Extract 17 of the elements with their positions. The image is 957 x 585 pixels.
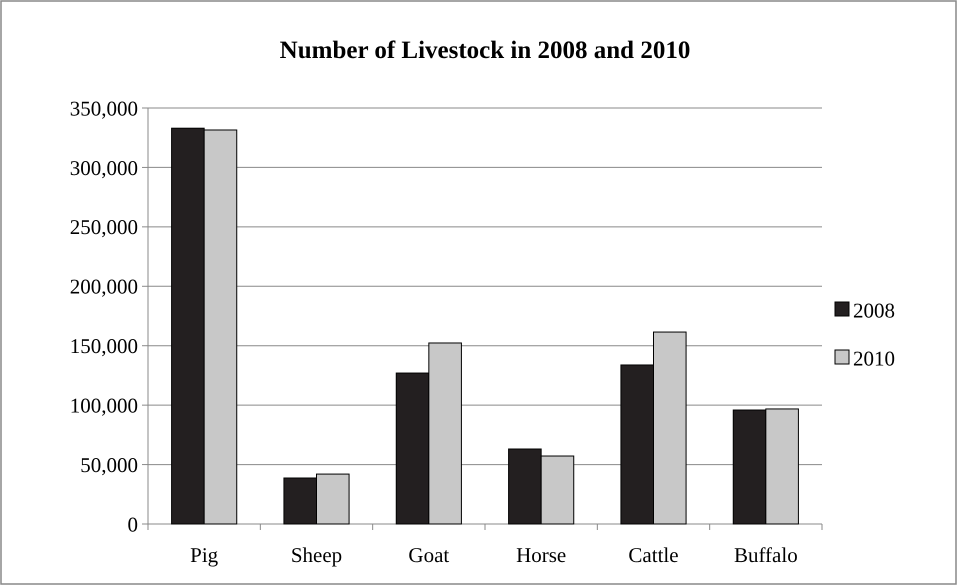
y-tick-label: 50,000	[80, 452, 138, 477]
x-tick-label: Pig	[190, 543, 219, 567]
legend-label: 2008	[853, 298, 895, 322]
y-tick-label: 150,000	[70, 334, 138, 358]
x-tick-label: Goat	[408, 543, 450, 567]
y-tick-label: 200,000	[70, 274, 138, 299]
y-tick-label: 300,000	[70, 156, 138, 180]
y-tick-label: 350,000	[70, 96, 138, 120]
y-tick-label: 100,000	[70, 393, 138, 418]
chart-title: Number of Livestock in 2008 and 2010	[280, 37, 690, 64]
y-tick-label: 250,000	[70, 215, 138, 240]
legend-label: 2010	[853, 346, 895, 370]
x-tick-label: Sheep	[290, 543, 342, 567]
x-tick-label: Buffalo	[734, 543, 798, 567]
x-tick-label: Horse	[516, 543, 566, 567]
x-tick-label: Cattle	[628, 543, 679, 567]
y-tick-label: 0	[128, 512, 138, 536]
